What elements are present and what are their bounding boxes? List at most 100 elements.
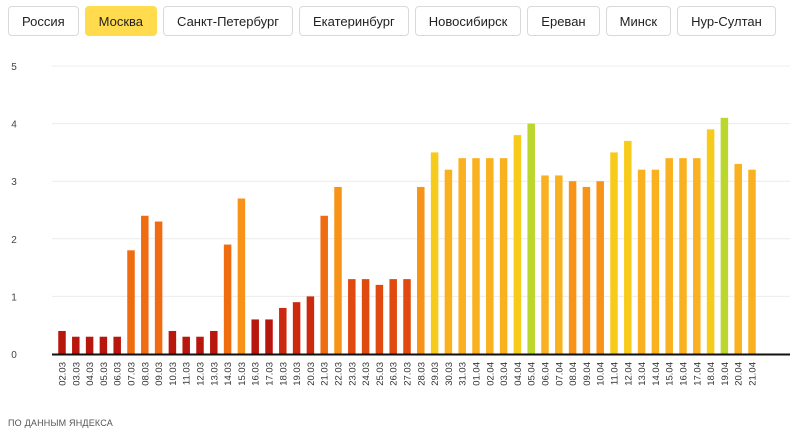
x-tick-label: 21.04 — [748, 362, 759, 386]
tab-1[interactable]: Москва — [84, 6, 158, 36]
bar-06.04[interactable] — [541, 175, 549, 354]
bar-04.04[interactable] — [513, 135, 522, 354]
x-tick-label: 12.04 — [623, 362, 634, 386]
bar-09.04[interactable] — [582, 186, 591, 354]
bar-18.03[interactable] — [279, 307, 287, 354]
bar-05.04[interactable] — [527, 123, 535, 354]
bar-29.03[interactable] — [430, 152, 439, 354]
x-tick-label: 12.03 — [196, 362, 207, 386]
tab-2[interactable]: Санкт-Петербург — [163, 6, 293, 36]
bar-20.04[interactable] — [734, 163, 742, 354]
bar-23.03[interactable] — [348, 279, 356, 354]
x-tick-label: 10.03 — [168, 362, 179, 386]
bar-22.03[interactable] — [334, 186, 342, 354]
x-tick-label: 14.03 — [223, 362, 234, 386]
city-tabs: Россия Москва Санкт-Петербург Екатеринбург Н… — [8, 6, 776, 36]
x-tick-label: 09.04 — [582, 362, 593, 386]
y-tick-label: 5 — [11, 62, 17, 73]
y-tick-label: 1 — [11, 292, 17, 303]
x-tick-label: 01.04 — [472, 362, 483, 386]
bar-14.04[interactable] — [651, 169, 660, 354]
x-tick-label: 24.03 — [361, 362, 372, 386]
bar-21.03[interactable] — [320, 215, 328, 354]
bar-03.03[interactable] — [72, 336, 80, 354]
x-tick-label: 04.03 — [85, 362, 96, 386]
bar-15.04[interactable] — [665, 158, 673, 354]
x-tick-label: 06.04 — [541, 362, 552, 386]
bar-20.03[interactable] — [306, 296, 315, 354]
bar-10.04[interactable] — [596, 181, 604, 354]
tab-0[interactable]: Россия — [8, 6, 79, 36]
bar-04.03[interactable] — [85, 336, 94, 354]
bar-28.03[interactable] — [417, 186, 425, 354]
x-tick-label: 16.04 — [679, 362, 690, 386]
bar-30.03[interactable] — [444, 169, 453, 354]
bar-27.03[interactable] — [403, 279, 411, 354]
x-tick-label: 05.03 — [99, 362, 110, 386]
x-tick-label: 04.04 — [513, 362, 524, 386]
bar-16.04[interactable] — [679, 158, 687, 354]
x-tick-label: 29.03 — [430, 362, 441, 386]
bar-08.03[interactable] — [141, 215, 149, 354]
bar-11.04[interactable] — [610, 152, 618, 354]
bar-12.03[interactable] — [196, 336, 204, 354]
y-tick-label: 3 — [11, 177, 17, 188]
tab-4[interactable]: Новосибирск — [414, 6, 522, 36]
x-tick-label: 02.04 — [485, 362, 496, 386]
bar-19.04[interactable] — [720, 117, 729, 354]
bar-02.03[interactable] — [58, 330, 66, 354]
x-tick-label: 15.03 — [237, 362, 248, 386]
bar-19.03[interactable] — [292, 302, 301, 354]
bar-09.03[interactable] — [154, 221, 163, 354]
x-tick-label: 09.03 — [154, 362, 165, 386]
bar-03.04[interactable] — [499, 158, 508, 354]
bar-07.04[interactable] — [555, 175, 563, 354]
x-tick-label: 06.03 — [113, 362, 124, 386]
y-tick-label: 2 — [11, 235, 17, 246]
bar-17.03[interactable] — [265, 319, 273, 354]
bar-25.03[interactable] — [375, 284, 384, 354]
x-tick-label: 21.03 — [320, 362, 331, 386]
bar-18.04[interactable] — [706, 129, 715, 354]
y-tick-label: 0 — [11, 350, 17, 361]
bar-11.03[interactable] — [182, 336, 190, 354]
bar-01.04[interactable] — [472, 158, 480, 354]
x-tick-label: 10.04 — [596, 362, 607, 386]
bar-21.04[interactable] — [748, 169, 756, 354]
x-tick-label: 27.03 — [403, 362, 414, 386]
bar-05.03[interactable] — [99, 336, 108, 354]
bar-17.04[interactable] — [693, 158, 701, 354]
bar-31.03[interactable] — [458, 158, 466, 354]
bar-16.03[interactable] — [251, 319, 259, 354]
x-tick-label: 02.03 — [58, 362, 69, 386]
x-tick-label: 26.03 — [389, 362, 400, 386]
x-tick-label: 05.04 — [527, 362, 538, 386]
x-tick-label: 15.04 — [665, 362, 676, 386]
x-tick-label: 13.03 — [209, 362, 220, 386]
x-tick-label: 17.03 — [265, 362, 276, 386]
bar-12.04[interactable] — [624, 140, 632, 354]
tab-5[interactable]: Ереван — [527, 6, 600, 36]
bar-10.03[interactable] — [168, 330, 177, 354]
bar-15.03[interactable] — [237, 198, 246, 354]
bar-06.03[interactable] — [113, 336, 121, 354]
x-tick-label: 22.03 — [334, 362, 345, 386]
x-tick-label: 16.03 — [251, 362, 262, 386]
bar-14.03[interactable] — [223, 244, 232, 354]
x-tick-label: 07.04 — [554, 362, 565, 386]
bar-24.03[interactable] — [361, 279, 370, 354]
x-tick-label: 30.03 — [444, 362, 455, 386]
tab-3[interactable]: Екатеринбург — [299, 6, 409, 36]
bar-02.04[interactable] — [486, 158, 494, 354]
x-tick-label: 14.04 — [651, 362, 662, 386]
x-tick-label: 11.03 — [182, 362, 193, 385]
tab-6[interactable]: Минск — [605, 6, 672, 36]
bar-07.03[interactable] — [127, 250, 135, 354]
bar-26.03[interactable] — [389, 279, 397, 354]
tab-7[interactable]: Нур-Султан — [677, 6, 776, 36]
bar-13.04[interactable] — [637, 169, 646, 354]
bar-13.03[interactable] — [210, 330, 218, 354]
x-tick-label: 03.04 — [499, 362, 510, 386]
bar-08.04[interactable] — [568, 181, 577, 354]
